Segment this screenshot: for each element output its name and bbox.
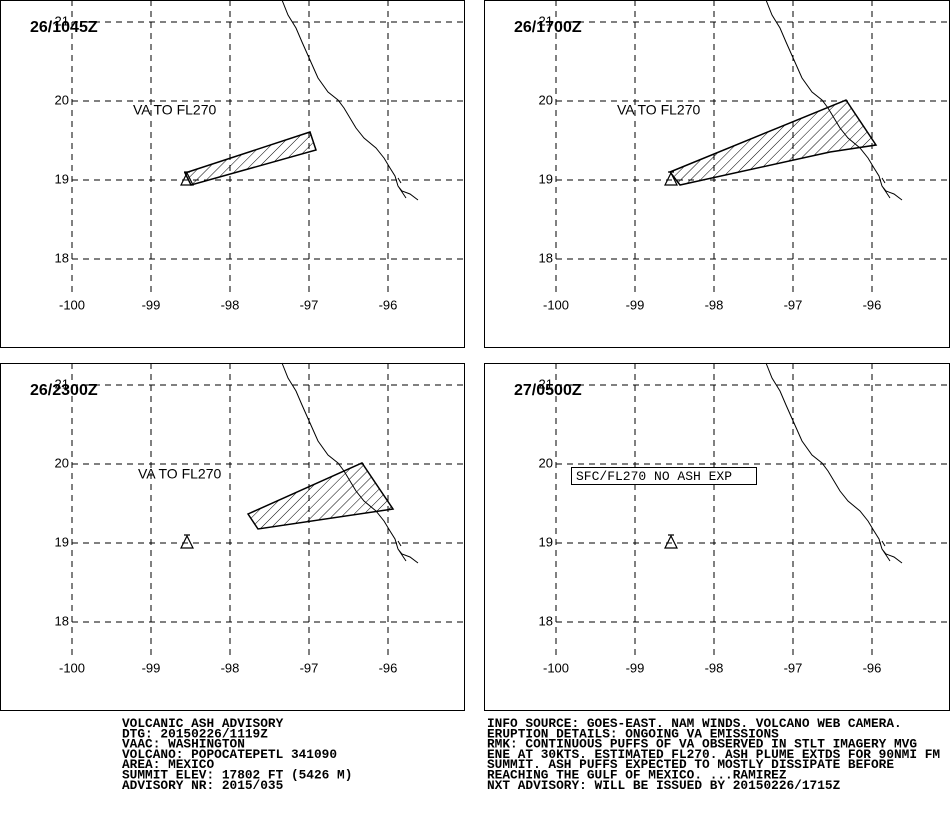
- y-tick-label: 18: [55, 613, 69, 628]
- advisory-line: ADVISORY NR: 2015/035: [122, 778, 284, 793]
- y-tick-label: 19: [55, 534, 69, 549]
- y-tick-label: 19: [55, 171, 69, 186]
- x-tick-label: -99: [626, 297, 645, 312]
- advisory-line: REACHING THE GULF OF MEXICO. ...RAMIREZ: [487, 768, 787, 783]
- advisory-line: ENE AT 30KTS. ESTIMATED FL270. ASH PLUME…: [487, 747, 940, 762]
- y-tick-label: 19: [539, 534, 553, 549]
- coastline: [765, 0, 903, 201]
- x-tick-label: -100: [59, 660, 85, 675]
- y-tick-label: 19: [539, 171, 553, 186]
- x-tick-label: -97: [784, 297, 803, 312]
- ash-label: SFC/FL270 NO ASH EXP: [576, 469, 732, 484]
- ash-label: VA TO FL270: [617, 102, 700, 118]
- ash-label: VA TO FL270: [138, 466, 221, 482]
- x-tick-label: -97: [784, 660, 803, 675]
- coastline: [281, 362, 419, 564]
- y-tick-label: 18: [539, 250, 553, 265]
- ash-label: VA TO FL270: [133, 102, 216, 118]
- no-ash-box: [571, 467, 757, 485]
- ash-area: [246, 462, 395, 530]
- y-tick-label: 21: [55, 13, 69, 28]
- panel: VA TO FL270 -100 -99 -98 -97 -96 18 19 20 2126/1…: [484, 0, 950, 348]
- x-tick-label: -98: [705, 660, 724, 675]
- x-tick-label: -98: [705, 297, 724, 312]
- coastline: [281, 0, 419, 201]
- x-tick-label: -100: [543, 297, 569, 312]
- advisory-line: RMK: CONTINUOUS PUFFS OF VA OBSERVED IN …: [487, 737, 917, 752]
- advisory-line: SUMMIT ELEV: 17802 FT (5426 M): [122, 768, 352, 783]
- time-label: 27/0500Z: [514, 382, 582, 399]
- panel-border: [484, 363, 950, 711]
- y-tick-label: 21: [55, 376, 69, 391]
- volcano-symbol: [664, 534, 678, 549]
- x-tick-label: -100: [543, 660, 569, 675]
- x-tick-label: -96: [379, 660, 398, 675]
- x-tick-label: -98: [221, 660, 240, 675]
- y-tick-label: 20: [55, 92, 69, 107]
- x-tick-label: -97: [300, 660, 319, 675]
- advisory-line: SUMMIT. ASH PUFFS EXPECTED TO MOSTLY DIS…: [487, 757, 894, 772]
- y-tick-label: 21: [539, 13, 553, 28]
- panel: VA TO FL270 -100 -99 -98 -97 -96 18 19 20 2126/1…: [0, 0, 465, 348]
- advisory-line: VAAC: WASHINGTON: [122, 737, 245, 752]
- ash-area: [183, 131, 317, 186]
- volcano-symbol: [180, 534, 194, 549]
- y-tick-label: 18: [539, 613, 553, 628]
- advisory-line: VOLCANO: POPOCATEPETL 341090: [122, 747, 337, 762]
- x-tick-label: -96: [863, 660, 882, 675]
- advisory-line: ERUPTION DETAILS: ONGOING VA EMISSIONS: [487, 726, 779, 741]
- panel-border: [0, 363, 465, 711]
- y-tick-label: 20: [539, 92, 553, 107]
- x-tick-label: -99: [626, 660, 645, 675]
- advisory-line: NXT ADVISORY: WILL BE ISSUED BY 20150226…: [487, 778, 841, 793]
- x-tick-label: -97: [300, 297, 319, 312]
- y-tick-label: 21: [539, 376, 553, 391]
- time-label: 26/1045Z: [30, 19, 98, 36]
- x-tick-label: -98: [221, 297, 240, 312]
- advisory-line: INFO SOURCE: GOES-EAST. NAM WINDS. VOLCA…: [487, 716, 902, 731]
- y-tick-label: 20: [55, 455, 69, 470]
- panel-border: [0, 0, 465, 348]
- time-label: 26/1700Z: [514, 19, 582, 36]
- advisory-line: AREA: MEXICO: [122, 757, 214, 772]
- time-label: 26/2300Z: [30, 382, 98, 399]
- x-tick-label: -100: [59, 297, 85, 312]
- ash-area: [668, 99, 878, 186]
- x-tick-label: -99: [142, 660, 161, 675]
- x-tick-label: -96: [379, 297, 398, 312]
- advisory-line: DTG: 20150226/1119Z: [122, 726, 268, 741]
- x-tick-label: -99: [142, 297, 161, 312]
- coastline: [765, 362, 903, 564]
- x-tick-label: -96: [863, 297, 882, 312]
- y-tick-label: 20: [539, 455, 553, 470]
- y-tick-label: 18: [55, 250, 69, 265]
- panel: VA TO FL270 -100 -99 -98 -97 -96 18 19 20 2126/2…: [0, 362, 465, 711]
- panel: SFC/FL270 NO ASH EXP -100 -99 -98 -97 -96 18 1…: [484, 362, 950, 711]
- advisory-line: VOLCANIC ASH ADVISORY: [122, 716, 284, 731]
